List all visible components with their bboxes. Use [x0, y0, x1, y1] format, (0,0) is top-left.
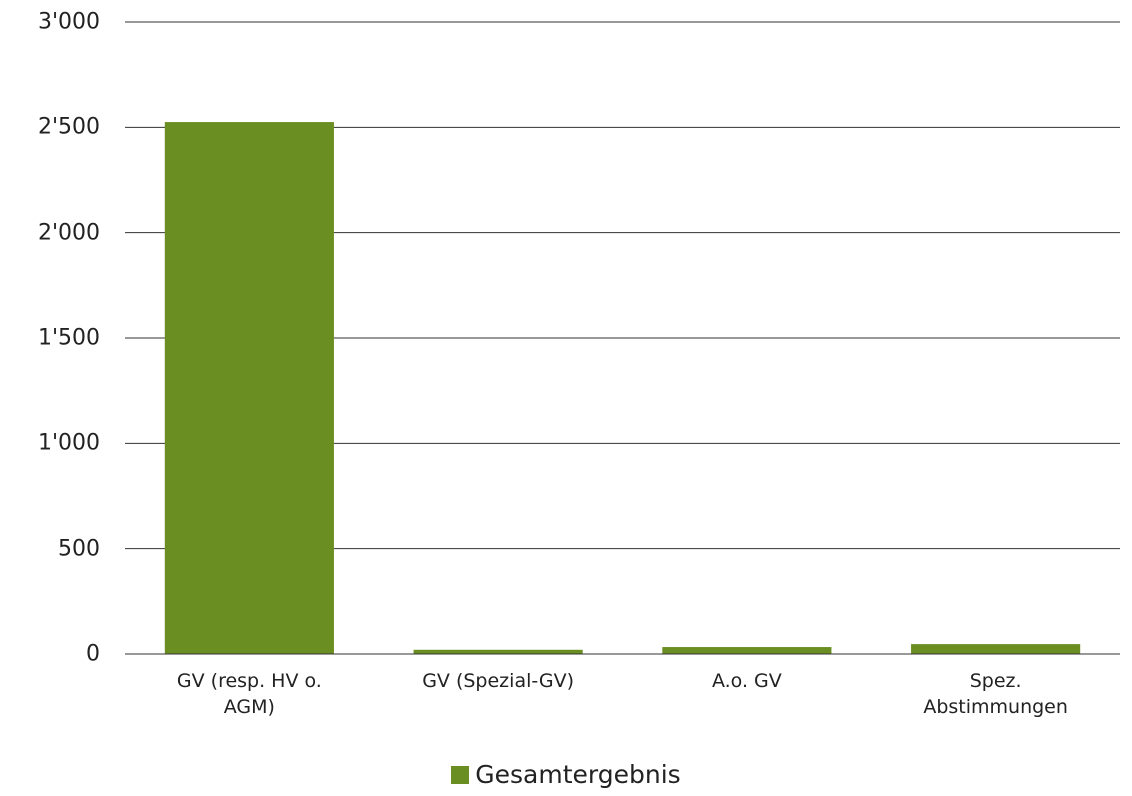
bar [911, 644, 1081, 654]
x-tick-label: GV (resp. HV o. AGM) [176, 670, 322, 718]
y-tick-label: 2'500 [37, 114, 100, 140]
x-tick-label: GV (Spezial-GV) [422, 670, 575, 692]
y-tick-label: 3'000 [37, 9, 100, 35]
x-tick-label: A.o. GV [711, 670, 782, 692]
legend: Gesamtergebnis [0, 760, 1132, 789]
bar [164, 122, 334, 655]
legend-swatch [451, 766, 470, 784]
y-tick-label: 1'000 [37, 430, 100, 456]
x-tick-label: Spez. Abstimmungen [923, 670, 1068, 718]
y-tick-label: 1'500 [37, 325, 100, 351]
y-tick-label: 0 [86, 641, 100, 667]
bar [413, 649, 583, 654]
y-tick-label: 500 [58, 536, 100, 562]
y-tick-label: 2'000 [37, 220, 100, 246]
bar [662, 647, 832, 654]
legend-label: Gesamtergebnis [475, 760, 681, 789]
